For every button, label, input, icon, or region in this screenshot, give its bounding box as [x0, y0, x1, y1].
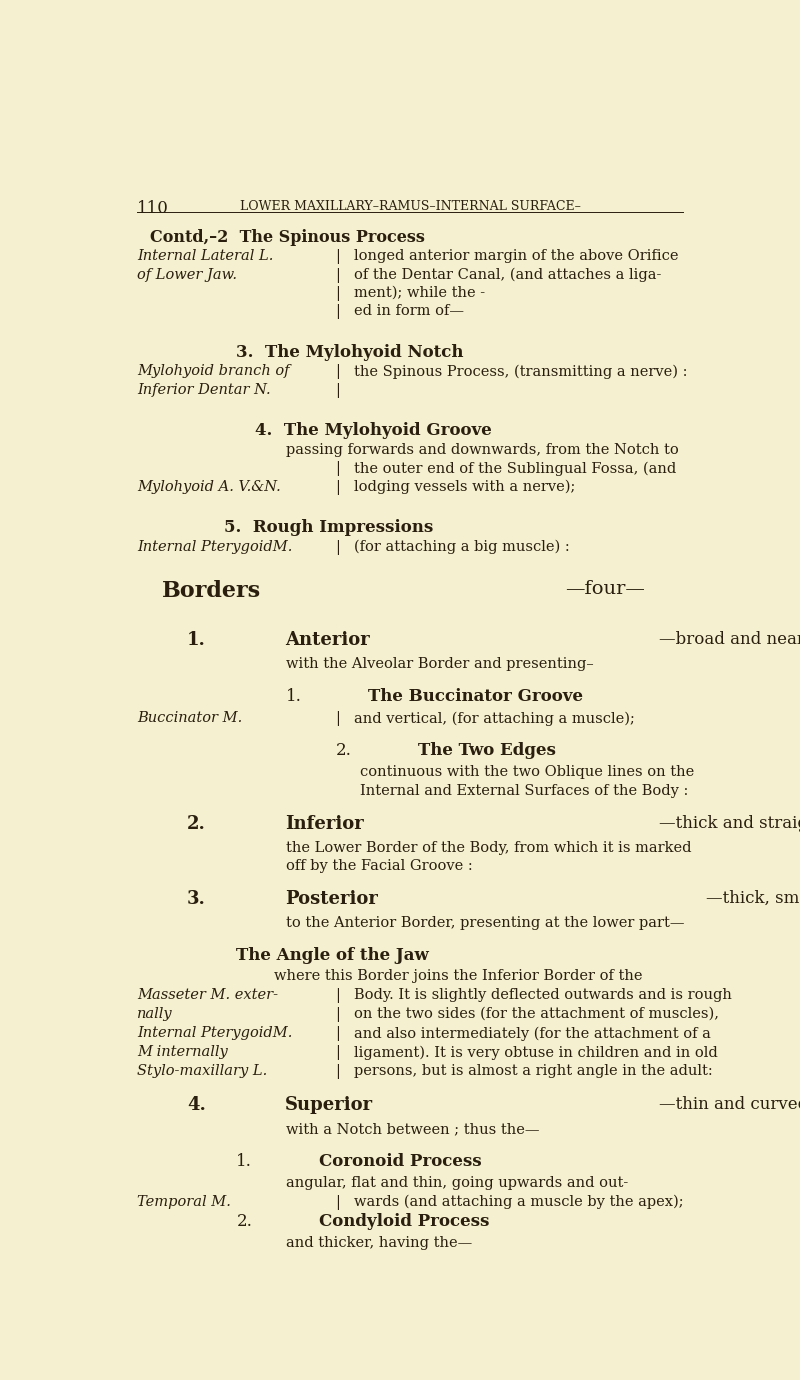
Text: —broad and nearly vertical, continuous: —broad and nearly vertical, continuous — [659, 632, 800, 649]
Text: |: | — [336, 250, 341, 265]
Text: |: | — [336, 540, 341, 555]
Text: 2.: 2. — [237, 1213, 252, 1230]
Text: The Buccinator Groove: The Buccinator Groove — [368, 689, 583, 705]
Text: |: | — [336, 1007, 341, 1023]
Text: |: | — [336, 382, 341, 397]
Text: longed anterior margin of the above Orifice: longed anterior margin of the above Orif… — [354, 250, 678, 264]
Text: continuous with the two Oblique lines on the: continuous with the two Oblique lines on… — [360, 766, 694, 780]
Text: —thin and curved, supporting two Processes: —thin and curved, supporting two Process… — [659, 1096, 800, 1114]
Text: 1.: 1. — [286, 689, 302, 705]
Text: off by the Facial Groove :: off by the Facial Groove : — [286, 858, 473, 872]
Text: Superior: Superior — [286, 1096, 374, 1114]
Text: Stylo-maxillary L.: Stylo-maxillary L. — [138, 1064, 267, 1078]
Text: where this Border joins the Inferior Border of the: where this Border joins the Inferior Bor… — [274, 969, 642, 983]
Text: Masseter M. exter-: Masseter M. exter- — [138, 988, 278, 1002]
Text: Mylohyoid A. V.&N.: Mylohyoid A. V.&N. — [138, 480, 281, 494]
Text: on the two sides (for the attachment of muscles),: on the two sides (for the attachment of … — [354, 1007, 719, 1021]
Text: the Spinous Process, (transmitting a nerve) :: the Spinous Process, (transmitting a ner… — [354, 364, 688, 380]
Text: 2.: 2. — [187, 814, 206, 832]
Text: 4.  The Mylohyoid Groove: 4. The Mylohyoid Groove — [255, 422, 492, 439]
Text: (for attaching a big muscle) :: (for attaching a big muscle) : — [354, 540, 570, 555]
Text: M internally: M internally — [138, 1045, 228, 1060]
Text: ligament). It is very obtuse in children and in old: ligament). It is very obtuse in children… — [354, 1045, 718, 1060]
Text: |: | — [336, 1064, 341, 1079]
Text: wards (and attaching a muscle by the apex);: wards (and attaching a muscle by the ape… — [354, 1195, 684, 1209]
Text: 3.  The Mylohyoid Notch: 3. The Mylohyoid Notch — [237, 344, 464, 360]
Text: lodging vessels with a nerve);: lodging vessels with a nerve); — [354, 480, 575, 494]
Text: Contd,–2  The Spinous Process: Contd,–2 The Spinous Process — [150, 229, 425, 247]
Text: angular, flat and thin, going upwards and out-: angular, flat and thin, going upwards an… — [286, 1176, 628, 1191]
Text: Posterior: Posterior — [286, 890, 378, 908]
Text: 110: 110 — [138, 200, 169, 217]
Text: LOWER MAXILLARY–RAMUS–INTERNAL SURFACE–: LOWER MAXILLARY–RAMUS–INTERNAL SURFACE– — [239, 200, 581, 213]
Text: with the Alveolar Border and presenting–: with the Alveolar Border and presenting– — [286, 657, 594, 672]
Text: |: | — [336, 988, 341, 1003]
Text: Internal Lateral L.: Internal Lateral L. — [138, 250, 274, 264]
Text: persons, but is almost a right angle in the adult:: persons, but is almost a right angle in … — [354, 1064, 713, 1078]
Text: 4.: 4. — [187, 1096, 206, 1114]
Text: —four—: —four— — [565, 580, 645, 598]
Text: —thick, smooth and rounded, and parallel: —thick, smooth and rounded, and parallel — [706, 890, 800, 907]
Text: and thicker, having the—: and thicker, having the— — [286, 1235, 472, 1250]
Text: of the Dentar Canal, (and attaches a liga-: of the Dentar Canal, (and attaches a lig… — [354, 268, 662, 282]
Text: nally: nally — [138, 1007, 173, 1021]
Text: the outer end of the Sublingual Fossa, (and: the outer end of the Sublingual Fossa, (… — [354, 461, 677, 476]
Text: passing forwards and downwards, from the Notch to: passing forwards and downwards, from the… — [286, 443, 678, 457]
Text: 1.: 1. — [187, 632, 206, 650]
Text: |: | — [336, 364, 341, 380]
Text: Body. It is slightly deflected outwards and is rough: Body. It is slightly deflected outwards … — [354, 988, 732, 1002]
Text: |: | — [336, 1195, 341, 1209]
Text: of Lower Jaw.: of Lower Jaw. — [138, 268, 237, 282]
Text: The Two Edges: The Two Edges — [418, 742, 556, 759]
Text: 2.: 2. — [336, 742, 351, 759]
Text: 3.: 3. — [187, 890, 206, 908]
Text: Temporal M.: Temporal M. — [138, 1195, 231, 1209]
Text: 1.: 1. — [237, 1154, 252, 1170]
Text: |: | — [336, 711, 341, 726]
Text: the Lower Border of the Body, from which it is marked: the Lower Border of the Body, from which… — [286, 840, 691, 854]
Text: |: | — [336, 268, 341, 283]
Text: Condyloid Process: Condyloid Process — [318, 1213, 489, 1230]
Text: Buccinator M.: Buccinator M. — [138, 711, 242, 726]
Text: ment); while the ­: ment); while the ­ — [354, 286, 486, 299]
Text: Internal PterygoidM.: Internal PterygoidM. — [138, 540, 293, 553]
Text: and vertical, (for attaching a muscle);: and vertical, (for attaching a muscle); — [354, 711, 635, 726]
Text: Anterior: Anterior — [286, 632, 370, 650]
Text: Mylohyoid branch of: Mylohyoid branch of — [138, 364, 290, 378]
Text: |: | — [336, 304, 341, 319]
Text: to the Anterior Border, presenting at the lower part—: to the Anterior Border, presenting at th… — [286, 916, 685, 930]
Text: Coronoid Process: Coronoid Process — [318, 1154, 482, 1170]
Text: |: | — [336, 461, 341, 476]
Text: —thick and straight, and continuous with: —thick and straight, and continuous with — [659, 814, 800, 832]
Text: and also intermediately (for the attachment of a: and also intermediately (for the attachm… — [354, 1027, 711, 1041]
Text: Inferior Dentar N.: Inferior Dentar N. — [138, 382, 271, 397]
Text: ed in form of—: ed in form of— — [354, 304, 464, 319]
Text: 5.  Rough Impressions: 5. Rough Impressions — [224, 519, 434, 537]
Text: |: | — [336, 286, 341, 301]
Text: |: | — [336, 1045, 341, 1060]
Text: Internal PterygoidM.: Internal PterygoidM. — [138, 1027, 293, 1041]
Text: Internal and External Surfaces of the Body :: Internal and External Surfaces of the Bo… — [360, 784, 689, 798]
Text: with a Notch between ; thus the—: with a Notch between ; thus the— — [286, 1122, 539, 1136]
Text: Borders: Borders — [162, 580, 261, 602]
Text: Inferior: Inferior — [286, 814, 364, 832]
Text: |: | — [336, 1027, 341, 1041]
Text: |: | — [336, 480, 341, 494]
Text: The Angle of the Jaw: The Angle of the Jaw — [237, 947, 429, 963]
